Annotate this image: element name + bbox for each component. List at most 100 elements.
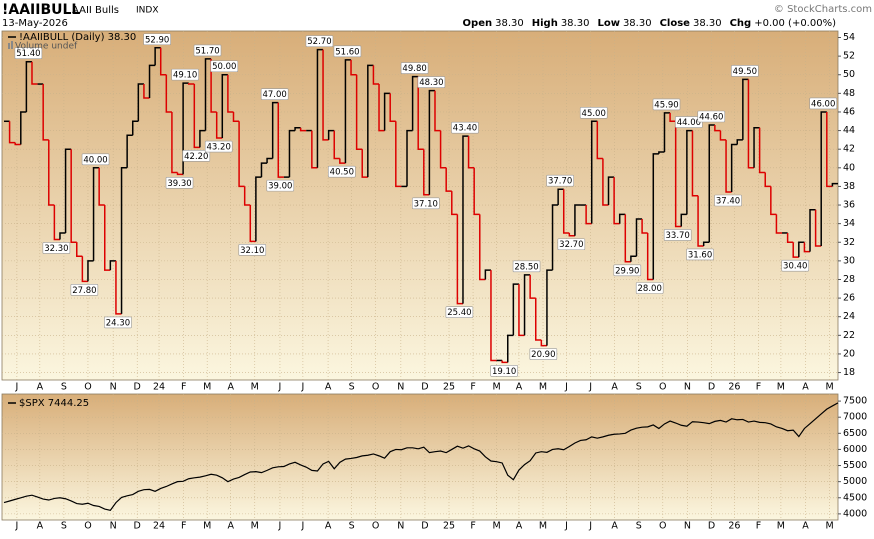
step-segment <box>199 129 206 148</box>
data-label: 31.60 <box>686 248 714 260</box>
x-tick-label: M <box>203 521 211 532</box>
step-segment <box>747 79 755 169</box>
y-tick-label: 22 <box>843 330 855 341</box>
step-segment <box>372 65 380 85</box>
step-segment <box>786 232 794 244</box>
step-segment <box>42 84 49 141</box>
data-label-text: 44.00 <box>677 118 701 128</box>
quote-value: +0.00 (+0.00%) <box>754 18 836 29</box>
x-tick-label: N <box>684 382 691 393</box>
data-label: 32.30 <box>42 242 71 254</box>
x-tick-label: J <box>14 521 18 532</box>
quote-value: 38.30 <box>495 18 524 29</box>
data-label: 24.30 <box>104 316 132 328</box>
data-label-box <box>260 88 289 100</box>
y-tick-label: 5500 <box>843 460 867 471</box>
x-tick-label: M <box>539 382 547 393</box>
quote-value: 38.30 <box>693 18 722 29</box>
data-label-text: 27.80 <box>72 286 96 296</box>
y-tick-label: 4000 <box>843 508 867 519</box>
step-segment <box>686 129 693 215</box>
data-label: 30.40 <box>781 259 810 272</box>
data-label-text: 45.90 <box>654 100 678 110</box>
data-label-box <box>809 97 838 110</box>
data-label-text: 49.80 <box>402 64 426 74</box>
data-label-text: 51.70 <box>195 46 219 56</box>
step-segment <box>719 130 727 141</box>
x-tick-label: N <box>110 521 117 532</box>
data-label-text: 37.70 <box>548 177 572 187</box>
data-label: 32.70 <box>557 238 586 251</box>
y-tick-label: 26 <box>843 293 855 304</box>
step-segment <box>534 298 542 341</box>
x-tick-label: F <box>181 382 186 393</box>
step-segment <box>451 191 458 216</box>
x-tick-label: A <box>37 521 44 532</box>
plot-layer: 18 20 22 24 26 28 30 32 34 36 38 40 42 44 46 48 50 52 54 J A… <box>2 31 867 532</box>
legend-swatch <box>8 43 10 49</box>
data-label-text: 40.00 <box>83 155 107 165</box>
data-label-box <box>546 174 574 187</box>
data-label-text: 39.30 <box>167 179 191 189</box>
data-label-box <box>781 259 810 272</box>
step-segment <box>624 214 631 263</box>
y-tick-label: 40 <box>843 162 855 173</box>
x-tick-label: O <box>84 521 91 532</box>
step-segment <box>76 242 83 257</box>
step-segment <box>355 74 363 150</box>
x-tick-label: D <box>421 382 428 393</box>
symbol-name: AAII Bulls <box>72 5 119 16</box>
step-segment <box>428 89 435 195</box>
data-label-box <box>411 197 440 210</box>
x-tick-label: F <box>756 382 761 393</box>
data-label-box <box>490 365 518 377</box>
step-segment <box>680 213 687 227</box>
data-label-box <box>652 98 681 111</box>
x-tick-label: O <box>84 382 91 393</box>
step-segment <box>53 205 60 241</box>
data-label-box <box>42 242 71 254</box>
x-tick-label: M <box>826 521 834 532</box>
data-label: 40.00 <box>81 153 110 166</box>
x-tick-label: A <box>227 521 234 532</box>
step-segment <box>596 121 603 160</box>
data-label: 44.60 <box>697 110 726 122</box>
quote-label: Close <box>660 18 691 29</box>
data-label-box <box>714 194 742 207</box>
symbol: !AAIIBULL <box>2 2 80 18</box>
step-segment <box>490 270 497 362</box>
data-label: 39.00 <box>266 179 295 192</box>
data-label-box <box>81 153 110 166</box>
data-label-text: 49.10 <box>173 71 197 81</box>
step-segment <box>238 121 245 188</box>
data-label: 47.00 <box>260 88 289 100</box>
y-tick-label: 46 <box>843 106 855 117</box>
step-segment <box>798 241 805 258</box>
data-label: 40.50 <box>328 165 356 178</box>
data-label-text: 39.00 <box>268 182 292 192</box>
data-label: 43.40 <box>451 121 479 134</box>
data-label-box <box>557 238 586 251</box>
data-label: 28.00 <box>635 282 664 294</box>
step-segment <box>574 204 581 236</box>
step-segment <box>814 209 822 247</box>
step-segment <box>456 214 463 305</box>
step-segment <box>64 148 72 233</box>
x-tick-label: S <box>61 382 67 393</box>
data-label-box <box>579 106 608 119</box>
y-tick-label: 44 <box>843 125 855 136</box>
y-tick-label: 24 <box>843 311 855 322</box>
legend: !AAIIBULL (Daily) 38.30 <box>19 32 136 43</box>
step-segment <box>344 59 352 164</box>
data-label: 37.10 <box>411 197 440 210</box>
data-label-box <box>193 44 222 57</box>
step-segment <box>137 83 144 122</box>
y-tick-label: 54 <box>843 32 855 43</box>
x-tick-label: A <box>37 382 44 393</box>
step-segment <box>484 269 491 280</box>
data-label-text: 19.10 <box>492 367 516 377</box>
data-label-text: 51.40 <box>16 49 40 59</box>
x-tick-label: F <box>470 382 475 393</box>
x-tick-label: 24 <box>153 382 165 393</box>
